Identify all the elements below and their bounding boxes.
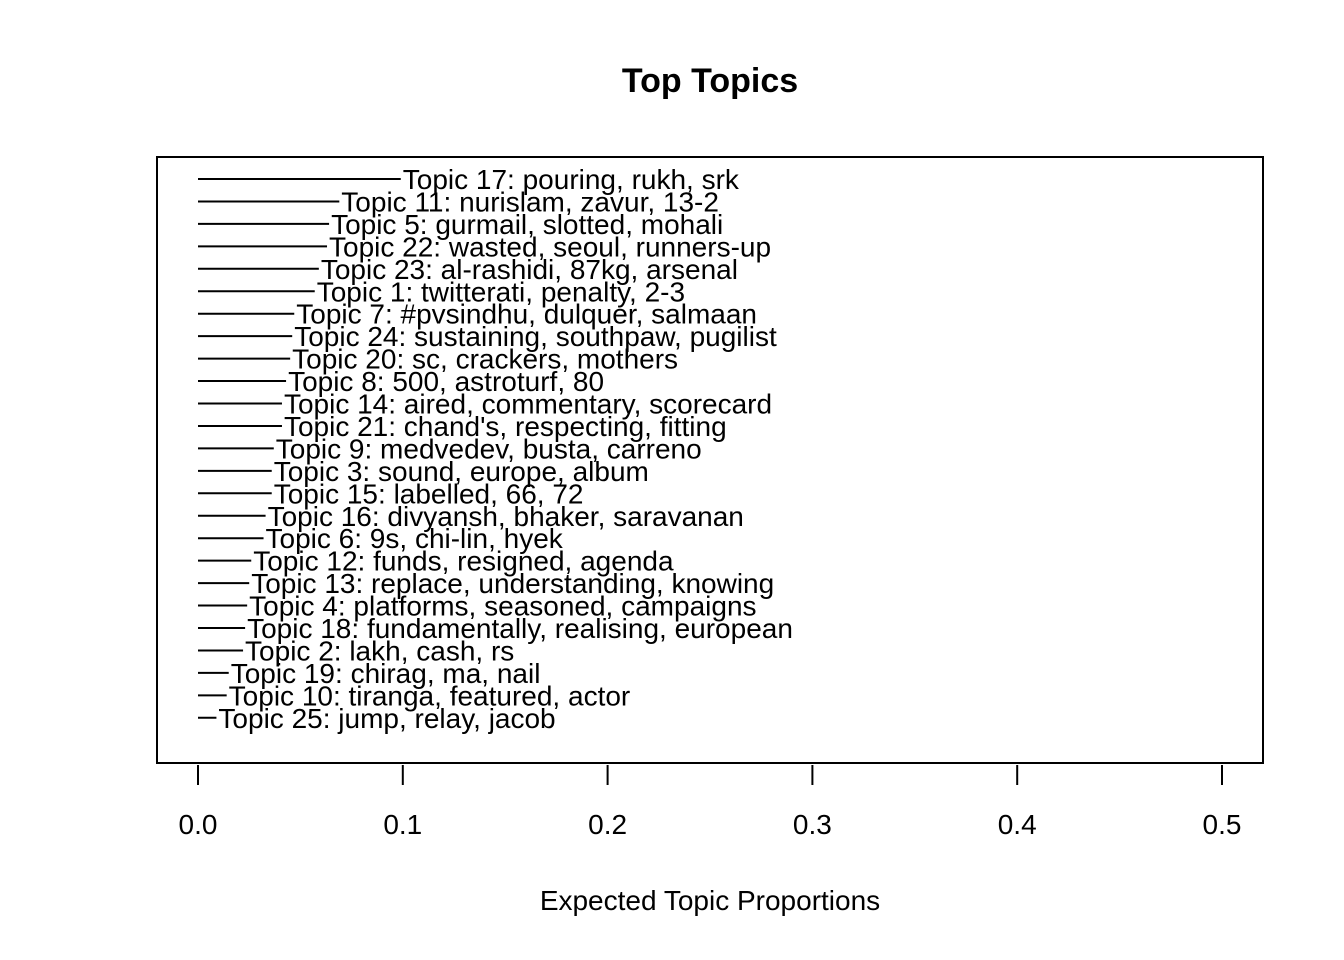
topic-label: Topic 21: chand's, respecting, fitting bbox=[284, 411, 727, 442]
x-tick-label: 0.3 bbox=[793, 809, 832, 840]
x-tick-label: 0.1 bbox=[383, 809, 422, 840]
topic-label: Topic 17: pouring, rukh, srk bbox=[403, 164, 740, 195]
topic-label: Topic 20: sc, crackers, mothers bbox=[292, 344, 678, 375]
x-axis-label: Expected Topic Proportions bbox=[540, 885, 880, 916]
topic-label: Topic 24: sustaining, southpaw, pugilist bbox=[294, 321, 777, 352]
x-axis: 0.0 0.1 0.2 0.3 0.4 0.5 bbox=[179, 765, 1242, 840]
topic-label: Topic 15: labelled, 66, 72 bbox=[274, 478, 584, 509]
topic-label: Topic 2: lakh, cash, rs bbox=[245, 635, 514, 666]
chart-title: Top Topics bbox=[622, 62, 798, 100]
topic-label: Topic 13: replace, understanding, knowin… bbox=[251, 568, 774, 599]
topic-label: Topic 16: divyansh, bhaker, saravanan bbox=[268, 501, 744, 532]
topic-label: Topic 3: sound, europe, album bbox=[274, 456, 649, 487]
topic-label: Topic 25: jump, relay, jacob bbox=[218, 703, 555, 734]
x-tick-label: 0.5 bbox=[1203, 809, 1242, 840]
topic-label: Topic 4: platforms, seasoned, campaigns bbox=[249, 591, 756, 622]
topic-label: Topic 8: 500, astroturf, 80 bbox=[288, 366, 604, 397]
topic-label: Topic 12: funds, resigned, agenda bbox=[253, 546, 674, 577]
x-tick-label: 0.0 bbox=[179, 809, 218, 840]
plot-frame bbox=[156, 156, 1264, 764]
topic-label: Topic 23: al-rashidi, 87kg, arsenal bbox=[321, 254, 738, 285]
topic-label: Topic 22: wasted, seoul, runners-up bbox=[329, 231, 771, 262]
topic-label: Topic 19: chirag, ma, nail bbox=[231, 658, 541, 689]
topic-label: Topic 7: #pvsindhu, dulquer, salmaan bbox=[296, 299, 757, 330]
topic-label: Topic 14: aired, commentary, scorecard bbox=[284, 389, 772, 420]
topic-label: Topic 11: nurislam, zavur, 13-2 bbox=[341, 186, 719, 217]
topic-label: Topic 1: twitterati, penalty, 2-3 bbox=[317, 276, 685, 307]
x-tick-label: 0.4 bbox=[998, 809, 1037, 840]
topic-label: Topic 18: fundamentally, realising, euro… bbox=[247, 613, 793, 644]
topic-label: Topic 9: medvedev, busta, carreno bbox=[276, 433, 702, 464]
topic-label: Topic 5: gurmail, slotted, mohali bbox=[331, 209, 723, 240]
topic-label: Topic 10: tiranga, featured, actor bbox=[229, 680, 631, 711]
topic-label: Topic 6: 9s, chi-lin, hyek bbox=[266, 523, 564, 554]
bar-group bbox=[198, 178, 401, 719]
x-tick-label: 0.2 bbox=[588, 809, 627, 840]
